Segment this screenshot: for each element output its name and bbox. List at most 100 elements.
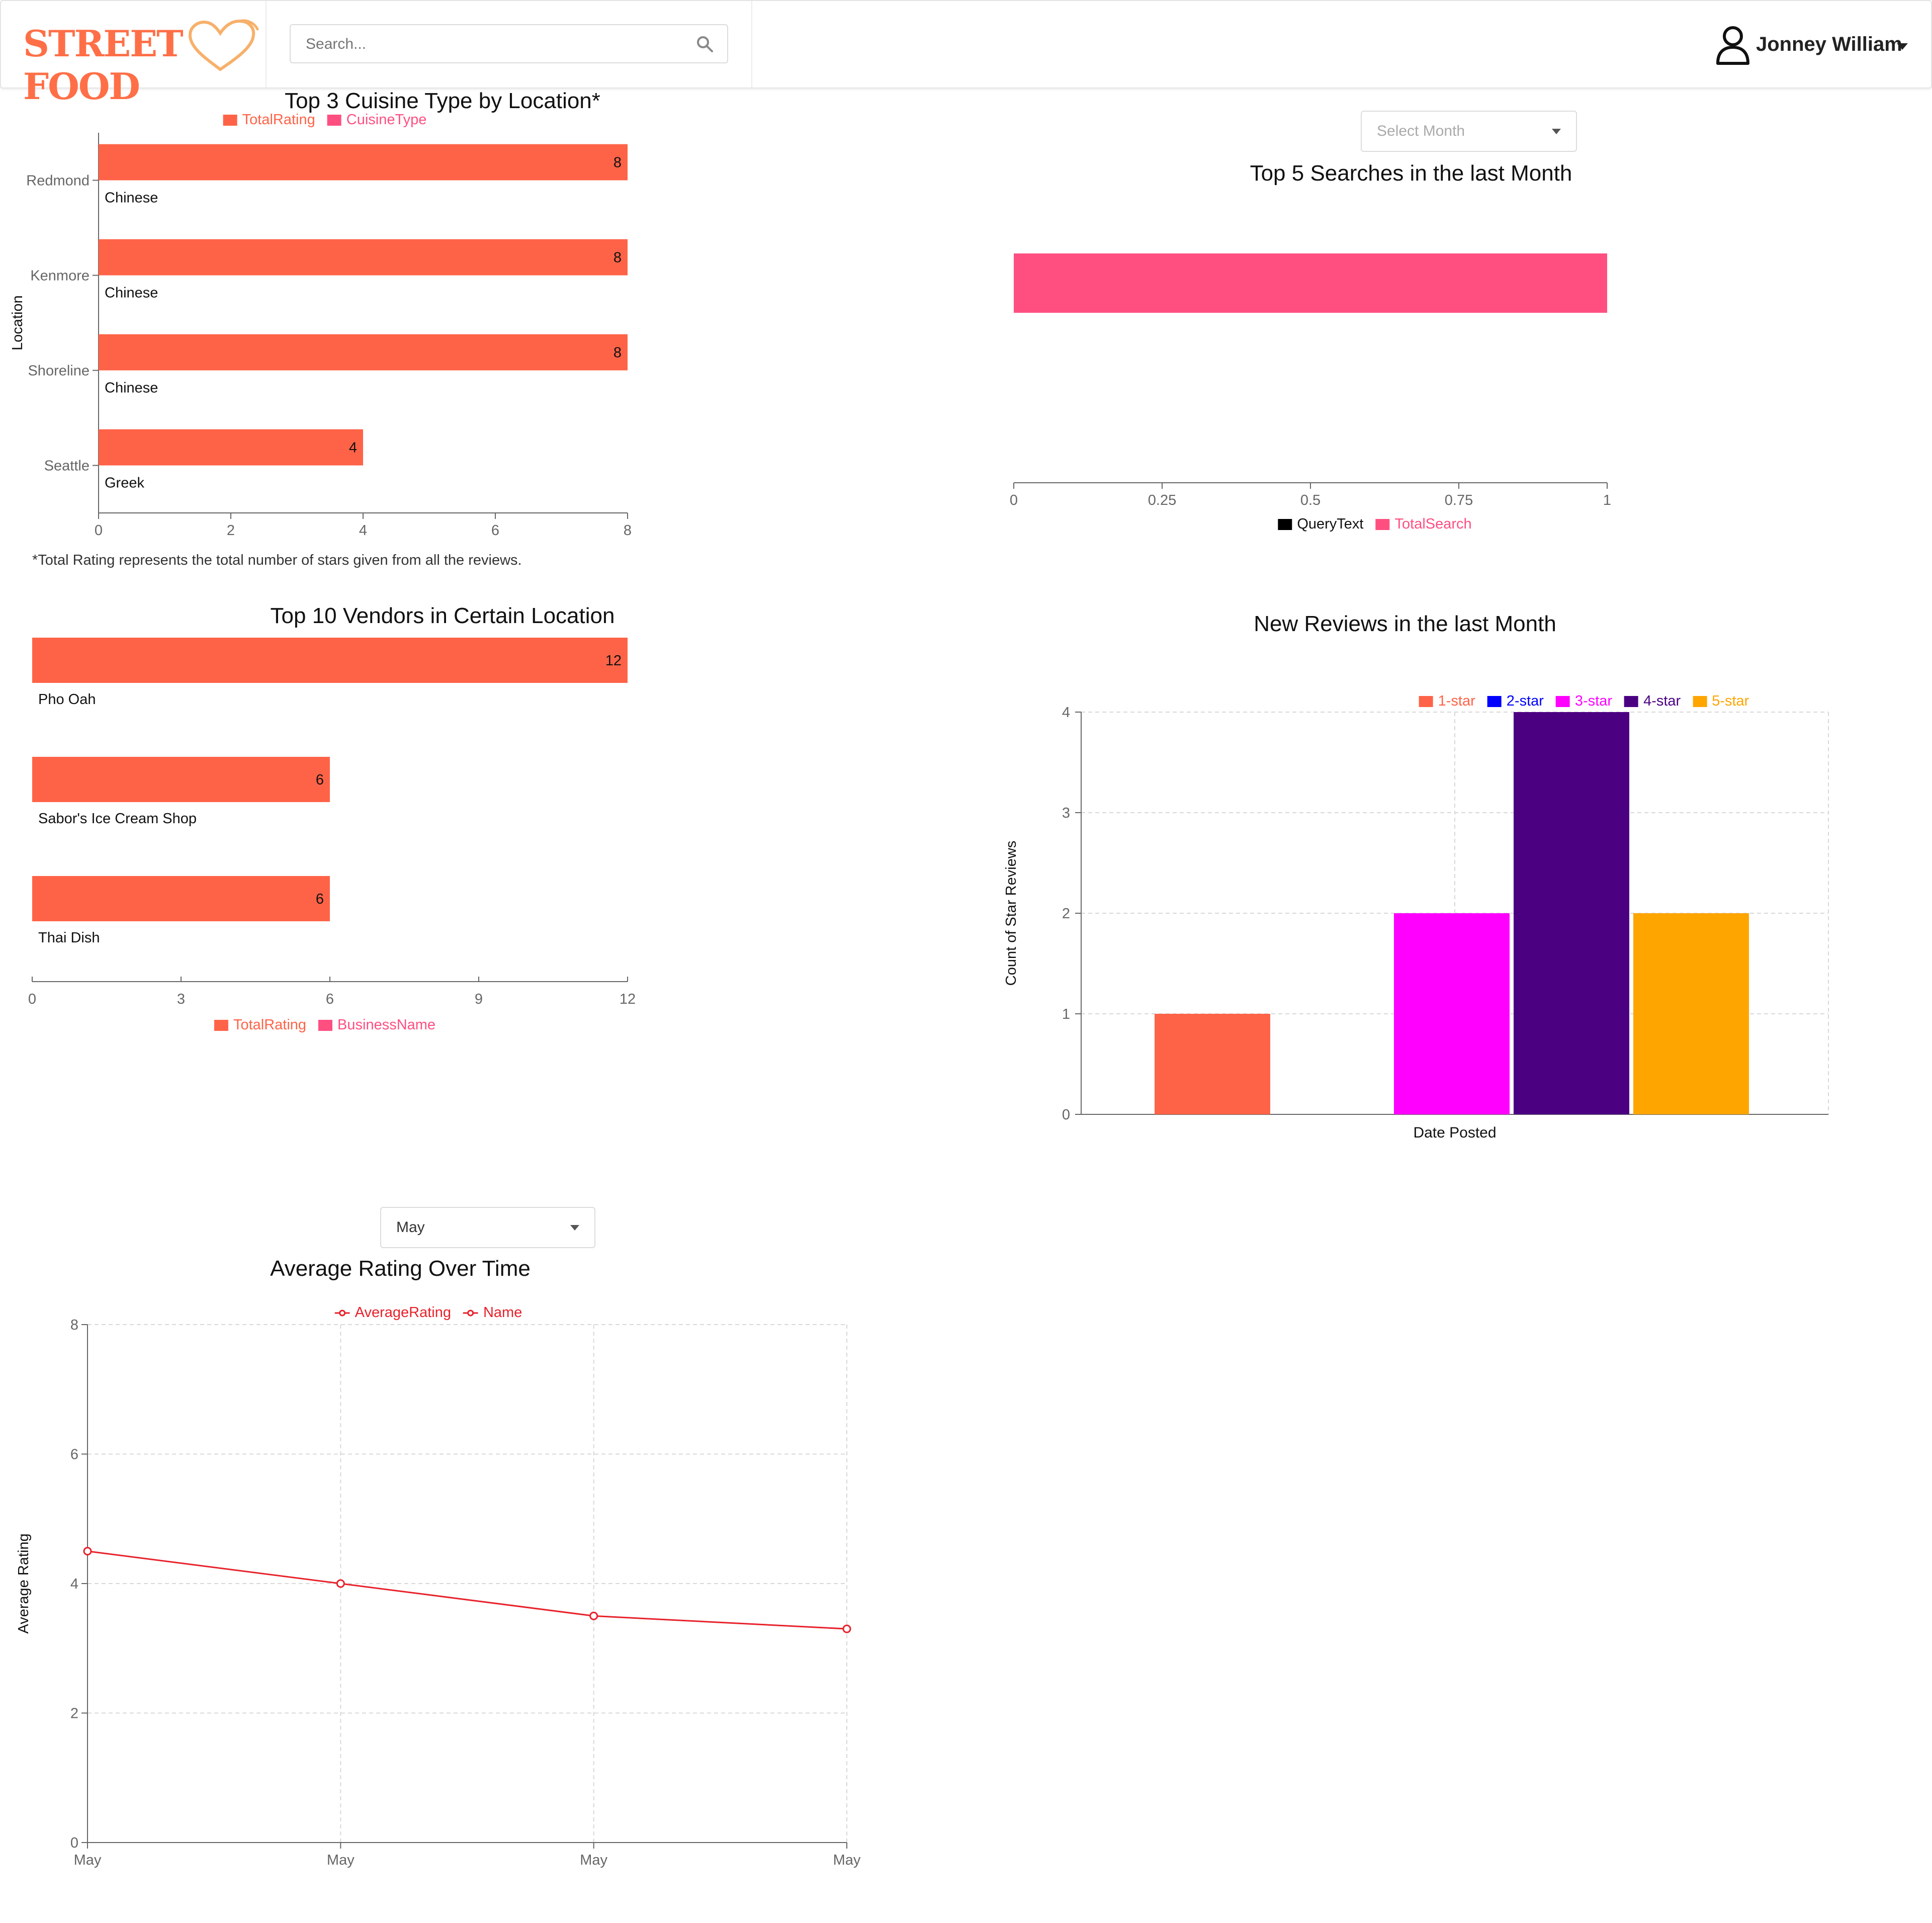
month-select[interactable]: May <box>380 1207 595 1248</box>
legend-item[interactable]: TotalSearch <box>1375 516 1472 533</box>
legend-item[interactable]: 1-star <box>1419 693 1475 710</box>
avg-chart-legend: AverageRating Name <box>334 1304 522 1321</box>
reviews-chart-legend: 1-star 2-star 3-star 4-star 5-star <box>1419 693 1749 710</box>
bar-value-label: 8 <box>613 250 622 266</box>
bar-category-label: Sabor's Ice Cream Shop <box>38 811 197 827</box>
x-tick-label: May <box>327 1852 355 1868</box>
x-tick-label: May <box>833 1852 861 1868</box>
cuisine-bar-chart: 0 2 4 6 8 8 Chinese Redmond 8 Chinese Kenmore 8 Chin… <box>10 133 632 539</box>
y-tick-label: 4 <box>1062 705 1070 721</box>
reviews-bar-chart: 0 1 2 3 4 Date Posted Count of Star Reviews <box>1003 705 1829 1141</box>
legend-line-marker <box>334 1309 350 1316</box>
legend-swatch <box>214 1019 228 1031</box>
header-divider <box>266 1 267 88</box>
y-axis-label: Count of Star Reviews <box>1003 841 1019 986</box>
legend-label: 4-star <box>1643 693 1681 709</box>
user-icon <box>1716 26 1749 65</box>
legend-item[interactable]: CuisineType <box>327 112 426 128</box>
y-tick-label: 4 <box>70 1576 78 1592</box>
bar <box>1394 913 1510 1114</box>
bar-value-label: 8 <box>613 155 622 171</box>
legend-swatch <box>1624 695 1639 707</box>
bar <box>32 757 330 802</box>
legend-swatch <box>1555 695 1570 707</box>
bar <box>99 429 363 466</box>
legend-label: TotalRating <box>242 112 315 128</box>
legend-label: 3-star <box>1574 693 1613 709</box>
bar-category-label: Chinese <box>105 285 158 301</box>
legend-item[interactable]: 4-star <box>1624 693 1681 710</box>
legend-item[interactable]: 3-star <box>1555 693 1613 710</box>
legend-item[interactable]: AverageRating <box>334 1304 451 1321</box>
legend-label: 1-star <box>1438 693 1475 709</box>
x-tick-label: 0.5 <box>1300 492 1321 508</box>
cuisine-chart-title: Top 3 Cuisine Type by Location* <box>285 89 600 113</box>
y-tick-label: 6 <box>70 1447 78 1463</box>
bar <box>1155 1014 1270 1114</box>
legend-swatch <box>223 114 237 126</box>
bar-category-label: Chinese <box>105 190 158 206</box>
y-tick-label: Shoreline <box>28 363 90 379</box>
search-box[interactable] <box>290 24 728 63</box>
bar-value-label: 12 <box>605 653 622 669</box>
x-tick-label: 0.75 <box>1445 492 1473 508</box>
legend-swatch <box>1419 695 1433 707</box>
legend-label: 2-star <box>1506 693 1544 709</box>
street-food-logo[interactable]: STREET FOOD <box>23 18 259 108</box>
cuisine-chart-legend: TotalRating CuisineType <box>223 112 426 128</box>
month-select[interactable]: Select Month <box>1361 111 1577 152</box>
x-tick-label: 8 <box>624 522 632 539</box>
top-navbar: STREET FOOD Jonney William <box>0 0 1932 108</box>
x-tick-label: 6 <box>326 991 334 1007</box>
legend-label: AverageRating <box>355 1304 451 1321</box>
y-tick-label: 8 <box>70 1317 78 1333</box>
legend-line-marker <box>463 1309 478 1316</box>
legend-swatch <box>318 1019 333 1031</box>
legend-item[interactable]: BusinessName <box>318 1017 435 1033</box>
y-axis-label: Average Rating <box>16 1533 32 1633</box>
chevron-down-icon <box>1897 43 1908 50</box>
bar-value-label: 6 <box>316 891 324 907</box>
bar-category-label: Chinese <box>105 380 158 396</box>
legend-item[interactable]: 2-star <box>1487 693 1544 710</box>
legend-item[interactable]: Name <box>463 1304 522 1321</box>
searches-chart-legend: QueryText TotalSearch <box>1278 516 1472 533</box>
logo-text: STREET FOOD <box>23 22 184 108</box>
data-point <box>336 1579 345 1588</box>
x-tick-label: 1 <box>1603 492 1611 508</box>
x-tick-label: May <box>74 1852 102 1868</box>
legend-label: TotalRating <box>233 1017 307 1033</box>
search-icon[interactable] <box>696 35 714 53</box>
legend-item[interactable]: TotalRating <box>214 1017 306 1033</box>
reviews-chart-title: New Reviews in the last Month <box>1254 611 1556 636</box>
x-tick-label: 2 <box>227 522 235 539</box>
bar-value-label: 4 <box>349 440 357 456</box>
y-tick-label: Seattle <box>44 458 90 474</box>
legend-item[interactable]: TotalRating <box>223 112 315 128</box>
x-tick-label: 3 <box>177 991 185 1007</box>
legend-label: 5-star <box>1712 693 1749 709</box>
user-name: Jonney William <box>1756 33 1902 55</box>
legend-swatch <box>327 114 341 126</box>
y-tick-label: 1 <box>1062 1006 1070 1022</box>
searches-bar-chart: 0 0.25 0.5 0.75 1 <box>1010 253 1611 508</box>
y-tick-label: 3 <box>1062 805 1070 821</box>
y-tick-label: 2 <box>70 1706 78 1722</box>
legend-item[interactable]: 5-star <box>1693 693 1749 710</box>
x-tick-label: 0 <box>28 991 36 1007</box>
search-input[interactable] <box>305 32 689 56</box>
legend-item[interactable]: QueryText <box>1278 516 1364 533</box>
cuisine-footnote: *Total Rating represents the total numbe… <box>32 552 522 568</box>
legend-swatch <box>1278 518 1292 530</box>
bar <box>99 334 628 371</box>
avg-chart-title: Average Rating Over Time <box>270 1256 531 1281</box>
bar-value-label: 6 <box>316 772 324 788</box>
series-line-average-rating <box>87 1550 847 1630</box>
bar <box>1514 712 1629 1114</box>
y-tick-label: 0 <box>70 1835 78 1851</box>
y-tick-label: Kenmore <box>30 268 90 284</box>
vendors-bar-chart: 12 Pho Oah 6 Sabor's Ice Cream Shop 6 Thai Di… <box>28 638 636 1007</box>
x-tick-label: 4 <box>359 522 367 539</box>
x-tick-label: 0 <box>95 522 103 539</box>
